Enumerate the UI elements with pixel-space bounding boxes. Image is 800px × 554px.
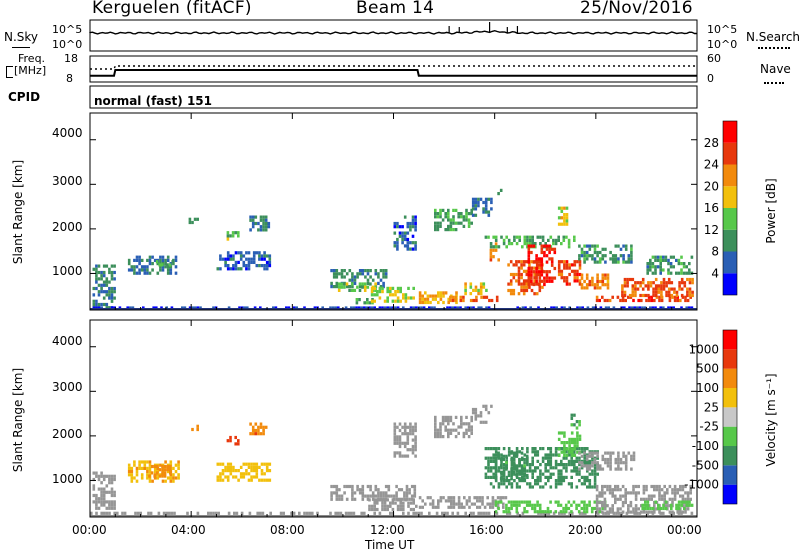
power-colorbar-swatch-0 [723, 273, 737, 295]
freq-legend-bracket [6, 66, 13, 78]
power-colorbar-tick: 8 [711, 245, 719, 259]
power-ytick-1000: 1000 [52, 264, 83, 278]
power-colorbar-swatch-3 [723, 208, 737, 230]
velocity-colorbar-tick: -25 [699, 420, 719, 434]
velocity-colorbar-tick: 500 [696, 362, 719, 376]
power-colorbar-tick: 24 [704, 158, 719, 172]
xtick-2400: 00:00 [667, 523, 702, 537]
xtick-1600: 16:00 [469, 523, 504, 537]
nave-label: Nave [760, 62, 791, 76]
noise-sky-legend-line [12, 47, 30, 48]
freq-left-tick-top: 18 [64, 52, 78, 65]
freq-right-tick-top: 60 [707, 52, 721, 65]
cpid-program: normal (fast) 151 [94, 94, 212, 108]
velocity-colorbar-tick: -500 [692, 458, 719, 472]
power-panel-frame [89, 112, 698, 311]
cpid-label: CPID [8, 90, 41, 104]
xtick-0400: 04:00 [171, 523, 206, 537]
velocity-ytick-3000: 3000 [52, 380, 83, 394]
velocity-colorbar-swatch-2 [723, 446, 737, 466]
noise-left-tick-bottom: 10^0 [52, 38, 83, 51]
xtick-0800: 08:00 [270, 523, 305, 537]
station-title: Kerguelen (fitACF) [92, 0, 252, 18]
velocity-colorbar-swatch-0 [723, 484, 737, 504]
cpid-panel-frame [89, 85, 698, 109]
velocity-colorbar-swatch-7 [723, 349, 737, 369]
xtick-0000: 00:00 [72, 523, 107, 537]
freq-right-tick-bottom: 0 [707, 72, 714, 85]
freq-left-tick-bottom: 8 [66, 72, 73, 85]
velocity-colorbar-swatch-4 [723, 407, 737, 427]
power-colorbar-tick: 16 [704, 201, 719, 215]
power-colorbar-swatch-6 [723, 142, 737, 165]
power-colorbar-swatch-2 [723, 229, 737, 252]
velocity-colorbar-swatch-8 [723, 330, 737, 350]
power-colorbar-swatch-1 [723, 251, 737, 274]
date-title: 25/Nov/2016 [580, 0, 693, 18]
velocity-colorbar-tick: -1000 [684, 478, 719, 492]
power-colorbar-tick: 4 [711, 266, 719, 280]
power-colorbar-swatch-4 [723, 186, 737, 208]
velocity-colorbar-swatch-3 [723, 426, 737, 446]
freq-trace [90, 69, 697, 77]
xtick-1200: 12:00 [370, 523, 405, 537]
power-colorbar-swatch-5 [723, 164, 737, 187]
noise-sky-trace [89, 29, 697, 35]
velocity-colorbar-frame [722, 329, 738, 505]
noise-right-tick-bottom: 10^0 [707, 38, 738, 51]
velocity-ytick-2000: 2000 [52, 427, 83, 441]
power-colorbar-tick: 12 [704, 223, 719, 237]
power-colorbar-tick: 20 [704, 179, 719, 193]
freq-label-line2: [MHz] [14, 64, 47, 77]
velocity-colorbar-swatch-1 [723, 465, 737, 485]
beam-title: Beam 14 [356, 0, 435, 18]
velocity-colorbar-swatch-6 [723, 368, 737, 388]
noise-search-legend-line [758, 47, 790, 49]
noise-sky-label: N.Sky [4, 30, 39, 44]
power-colorbar-swatch-7 [723, 121, 737, 143]
velocity-ytick-4000: 4000 [52, 334, 83, 348]
power-ytick-4000: 4000 [52, 126, 83, 140]
power-ytick-3000: 3000 [52, 174, 83, 188]
freq-label-line1: Freq. [18, 52, 46, 65]
velocity-colorbar-tick: 1000 [688, 342, 719, 356]
velocity-colorbar-swatch-5 [723, 388, 737, 408]
nave-legend-line [764, 82, 784, 84]
velocity-colorbar-tick: -100 [692, 439, 719, 453]
noise-right-tick-top: 10^5 [707, 23, 738, 36]
power-colorbar-frame [722, 120, 738, 296]
velocity-colorbar-tick: 25 [704, 400, 719, 414]
velocity-colorbar-tick: 100 [696, 381, 719, 395]
nave-trace [90, 65, 697, 70]
velocity-heatmap-cells [90, 404, 694, 515]
noise-search-label: N.Search [746, 30, 800, 44]
power-ytick-2000: 2000 [52, 220, 83, 234]
noise-left-tick-top: 10^5 [52, 23, 83, 36]
power-heatmap-cells [92, 188, 694, 310]
xlabel: Time UT [365, 538, 415, 552]
xtick-2000: 20:00 [568, 523, 603, 537]
noise-panel-frame [89, 19, 698, 52]
velocity-ytick-1000: 1000 [52, 472, 83, 486]
power-colorbar-tick: 28 [704, 136, 719, 150]
